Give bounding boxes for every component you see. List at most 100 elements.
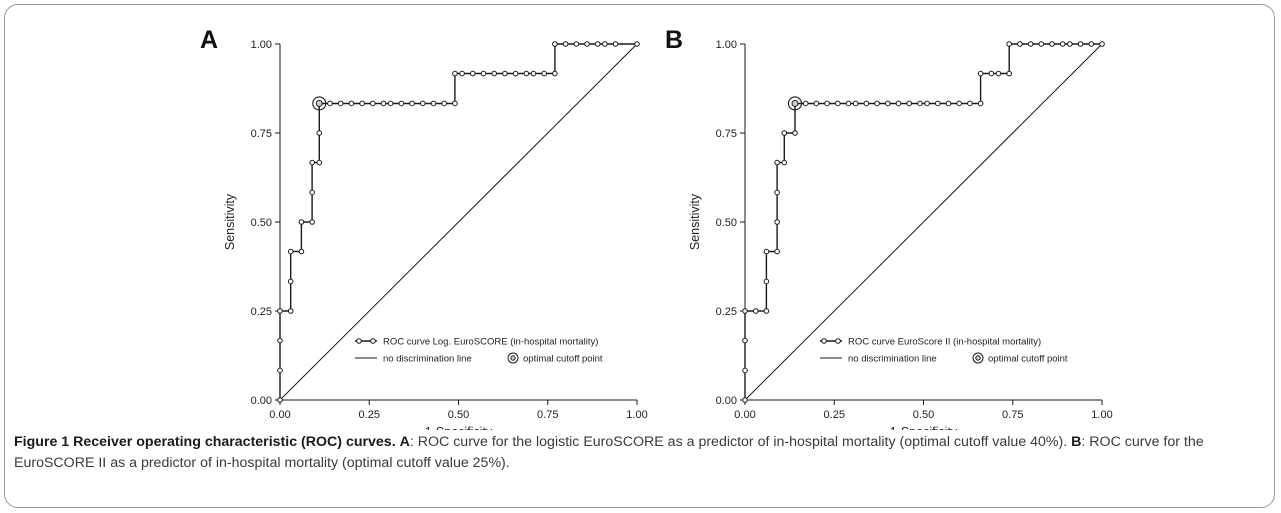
roc-point: [895, 100, 902, 107]
roc-point: [1099, 41, 1105, 47]
optimal-cutoff-center: [315, 99, 323, 107]
roc-point: [742, 337, 748, 344]
roc-point: [977, 70, 984, 77]
x-tick-label: 1.00: [1091, 409, 1112, 421]
roc-point: [287, 248, 294, 255]
roc-point: [309, 189, 315, 196]
x-axis-title: 1-Specificity: [890, 425, 958, 430]
optimal-cutoff-marker: [312, 96, 327, 111]
roc-point: [1017, 41, 1023, 47]
legend-diag-label: no discrimination line: [383, 354, 472, 365]
roc-point: [742, 308, 748, 314]
roc-point: [480, 70, 487, 77]
roc-point: [792, 130, 798, 136]
roc-point: [1049, 41, 1055, 47]
y-tick-label: 0.25: [251, 306, 272, 318]
roc-point: [420, 100, 426, 107]
roc-point: [277, 337, 283, 344]
roc-point: [552, 41, 558, 47]
y-tick-label: 1.00: [251, 39, 272, 51]
roc-point: [541, 70, 547, 77]
legend-diag-label: no discrimination line: [848, 354, 937, 365]
roc-point: [380, 100, 387, 107]
roc-point: [512, 70, 519, 77]
roc-point: [562, 41, 569, 47]
roc-point: [277, 367, 283, 374]
roc-point: [1088, 41, 1095, 47]
roc-point: [584, 41, 590, 47]
roc-point: [906, 100, 913, 107]
roc-point: [774, 219, 780, 225]
x-tick-label: 0.50: [913, 409, 934, 421]
roc-point: [1059, 41, 1066, 47]
legend-cutoff-center: [510, 355, 516, 361]
legend-roc-marker: [821, 338, 827, 344]
legend-roc-label: ROC curve Log. EuroSCORE (in-hospital mo…: [383, 337, 598, 348]
roc-point: [430, 100, 437, 107]
x-tick-label: 0.25: [824, 409, 845, 421]
roc-point: [924, 100, 930, 107]
roc-point: [885, 100, 891, 107]
no-discrimination-line: [279, 43, 638, 401]
roc-point: [967, 100, 973, 107]
y-axis-title: Sensitivity: [223, 193, 237, 250]
caption-figure-label: Figure 1: [14, 434, 70, 450]
figure-frame: [4, 4, 1275, 508]
y-tick-label: 0.25: [716, 306, 737, 318]
no-discrimination-line: [744, 43, 1103, 401]
roc-point: [874, 100, 880, 107]
roc-point: [452, 70, 458, 77]
roc-point: [309, 219, 315, 225]
roc-point: [852, 100, 859, 107]
roc-point: [409, 100, 415, 107]
legend-cutoff-center: [975, 355, 981, 361]
roc-chart-b: B 0.00 0.25 0.50 0.75 1.00 0.00 0.25 0.50 0.75 1.0…: [665, 26, 1113, 430]
roc-point: [277, 308, 283, 314]
x-tick-label: 0.00: [269, 409, 290, 421]
y-tick-label: 1.00: [716, 39, 737, 51]
roc-point: [491, 70, 498, 77]
roc-point: [634, 41, 640, 47]
legend-cutoff-marker: [972, 352, 984, 364]
x-tick-label: 0.50: [448, 409, 469, 421]
roc-point: [1038, 41, 1045, 47]
roc-point: [774, 248, 780, 255]
legend-cutoff-marker: [507, 352, 519, 364]
roc-point: [824, 100, 830, 107]
roc-point: [774, 189, 780, 196]
roc-point: [1077, 41, 1084, 47]
roc-point: [337, 100, 344, 107]
roc-point: [530, 70, 537, 77]
x-tick-label: 0.75: [1002, 409, 1023, 421]
y-tick-label: 0.75: [251, 128, 272, 140]
x-axis-title: 1-Specificity: [425, 425, 493, 430]
roc-point: [441, 100, 448, 107]
roc-point: [934, 100, 941, 107]
roc-point: [781, 130, 788, 136]
roc-point: [452, 100, 458, 107]
panel-label: B: [665, 26, 683, 54]
x-tick-label: 1.00: [626, 409, 647, 421]
roc-point: [370, 100, 376, 107]
roc-point: [763, 278, 770, 285]
roc-point: [917, 100, 923, 107]
roc-point: [502, 70, 508, 77]
roc-point: [763, 308, 770, 314]
roc-point: [774, 159, 780, 166]
roc-point: [1006, 41, 1012, 47]
figure-caption: Figure 1 Receiver operating characterist…: [14, 432, 1264, 474]
caption-title: Receiver operating characteristic (ROC) …: [73, 434, 396, 450]
roc-point: [552, 70, 558, 77]
caption-part-b-text: : ROC curve for the EuroSCORE II as a pr…: [14, 434, 1204, 471]
roc-point: [298, 248, 305, 255]
roc-point: [359, 100, 365, 107]
roc-point: [316, 130, 323, 136]
roc-point: [398, 100, 405, 107]
roc-point: [835, 100, 841, 107]
roc-point: [387, 100, 394, 107]
roc-point: [742, 397, 748, 403]
roc-point: [1067, 41, 1073, 47]
legend-cutoff-label: optimal cutoff point: [988, 354, 1068, 365]
roc-point: [602, 41, 608, 47]
roc-point: [845, 100, 852, 107]
